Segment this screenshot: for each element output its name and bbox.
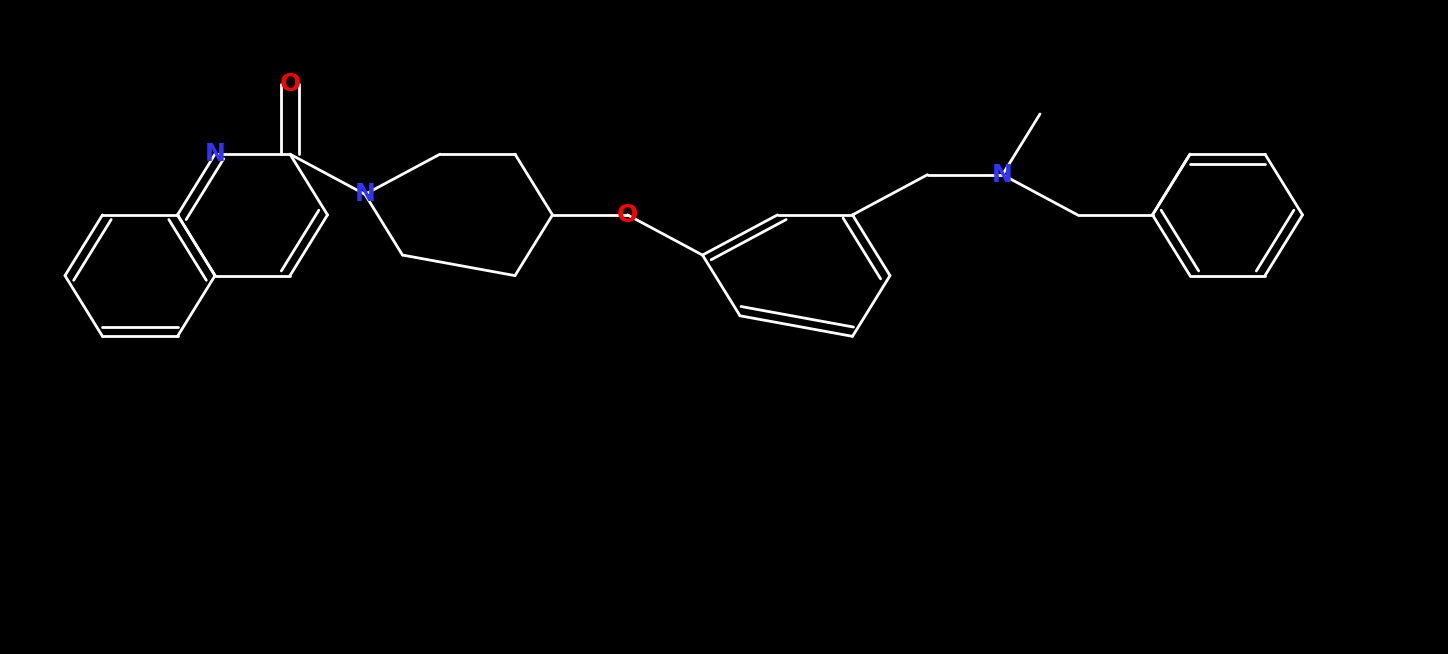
Text: O: O — [617, 203, 639, 227]
Text: O: O — [279, 72, 301, 96]
Text: N: N — [355, 182, 375, 206]
Text: N: N — [204, 142, 226, 166]
Text: N: N — [992, 163, 1014, 186]
